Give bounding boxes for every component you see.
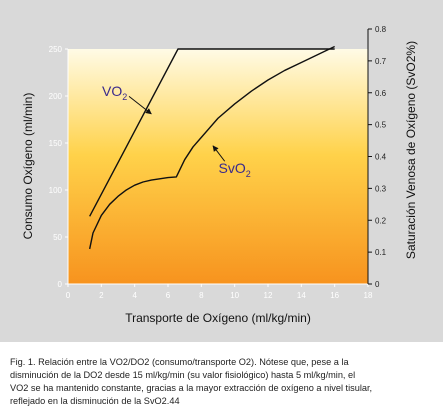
series-label-main: VO bbox=[102, 83, 122, 99]
y-right-tick-label: 0.1 bbox=[375, 248, 387, 257]
series-label-subscript: 2 bbox=[246, 169, 251, 179]
y-right-tick-label: 0.6 bbox=[375, 89, 387, 98]
x-tick-label: 12 bbox=[264, 291, 273, 300]
y-left-tick-label: 250 bbox=[49, 45, 63, 54]
x-tick-label: 0 bbox=[66, 291, 71, 300]
x-tick-label: 2 bbox=[99, 291, 104, 300]
y-right-tick-label: 0.8 bbox=[375, 25, 387, 34]
series-label-main: SvO bbox=[219, 160, 246, 176]
y-axis-left-title: Consumo Oxígeno (ml/min) bbox=[21, 93, 35, 240]
figure-caption: Fig. 1. Relación entre la VO2/DO2 (consu… bbox=[10, 356, 434, 408]
y-right-ticks: 0 0.1 0.2 0.3 0.4 0.5 0.6 0.7 0.8 bbox=[368, 25, 387, 289]
y-left-tick-label: 150 bbox=[49, 139, 63, 148]
x-tick-label: 18 bbox=[364, 291, 373, 300]
y-right-tick-label: 0.5 bbox=[375, 121, 387, 130]
caption-line: disminución de la DO2 desde 15 ml/kg/min… bbox=[10, 370, 356, 380]
caption-line: reflejado en la disminución de la SvO2.4… bbox=[10, 396, 180, 406]
y-right-tick-label: 0.7 bbox=[375, 57, 387, 66]
y-left-ticks: 0 50 100 150 200 250 bbox=[49, 45, 68, 289]
series-label-subscript: 2 bbox=[122, 92, 127, 102]
series-label-vo2: VO2 bbox=[102, 83, 127, 102]
y-right-tick-label: 0 bbox=[375, 280, 380, 289]
y-left-tick-label: 50 bbox=[53, 233, 62, 242]
x-ticks: 0 2 4 6 8 10 12 14 16 18 bbox=[66, 284, 373, 300]
plot-area bbox=[68, 49, 368, 284]
caption-line: Fig. 1. Relación entre la VO2/DO2 (consu… bbox=[10, 357, 349, 367]
x-tick-label: 10 bbox=[230, 291, 239, 300]
x-axis-title: Transporte de Oxígeno (ml/kg/min) bbox=[125, 311, 311, 325]
x-tick-label: 6 bbox=[166, 291, 171, 300]
x-tick-label: 16 bbox=[330, 291, 339, 300]
y-right-tick-label: 0.4 bbox=[375, 153, 387, 162]
y-axis-right-title: Saturación Venosa de Oxígeno (SvO2%) bbox=[404, 41, 418, 259]
annotation-arrow-svo2 bbox=[212, 145, 226, 162]
y-right-tick-label: 0.2 bbox=[375, 216, 387, 225]
y-left-tick-label: 0 bbox=[58, 280, 63, 289]
annotation-arrow-vo2 bbox=[128, 95, 152, 115]
caption-line: VO2 se ha mantenido constante, gracias a… bbox=[10, 383, 373, 393]
series-label-svo2: SvO2 bbox=[219, 160, 251, 179]
x-tick-label: 4 bbox=[132, 291, 137, 300]
x-tick-label: 8 bbox=[199, 291, 204, 300]
x-tick-label: 14 bbox=[297, 291, 306, 300]
series-line-vo2 bbox=[89, 48, 335, 217]
series-line-svo2 bbox=[88, 45, 335, 250]
y-left-tick-label: 200 bbox=[49, 92, 63, 101]
y-right-tick-label: 0.3 bbox=[375, 184, 387, 193]
y-left-tick-label: 100 bbox=[49, 186, 63, 195]
series-layer bbox=[88, 45, 335, 250]
